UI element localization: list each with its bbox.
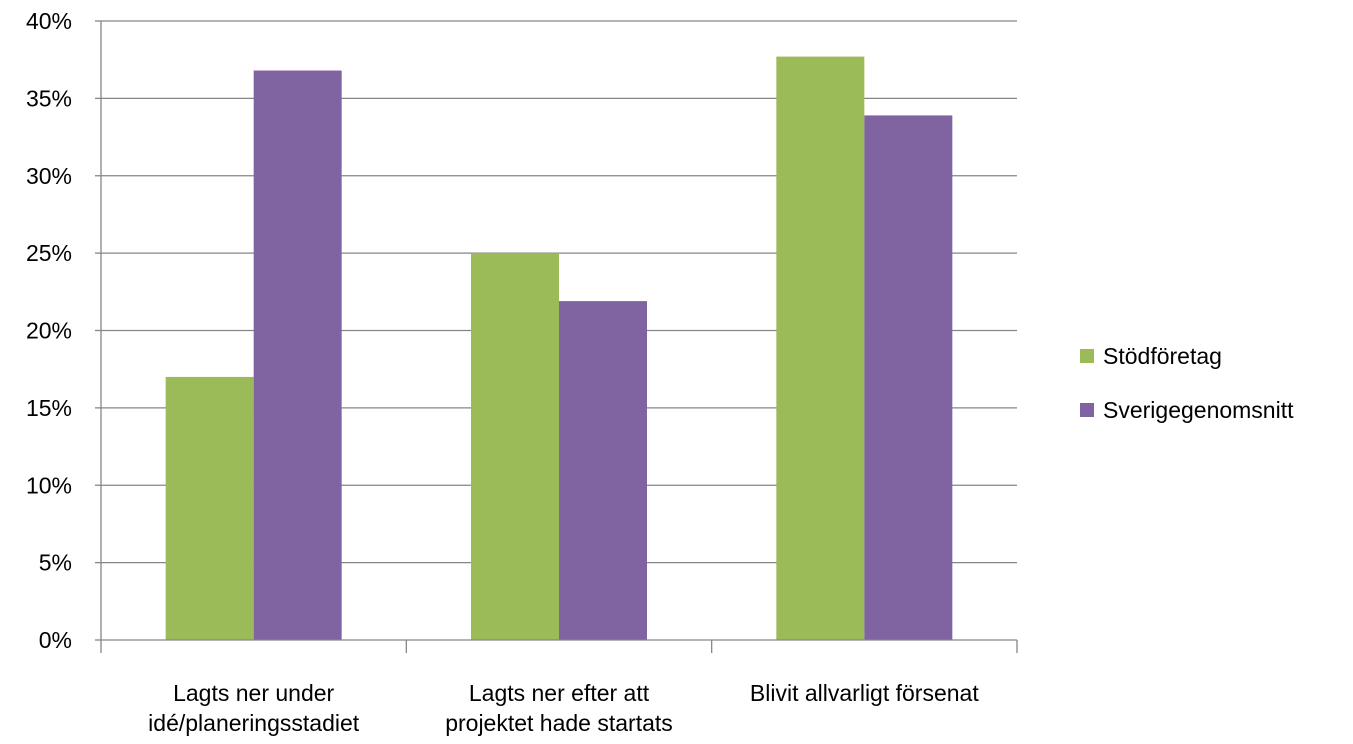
category-label: projektet hade startats bbox=[445, 710, 673, 736]
y-tick-label: 35% bbox=[26, 85, 72, 111]
bar bbox=[165, 376, 254, 640]
legend: Stödföretag Sverigegenomsnitt bbox=[1080, 343, 1294, 423]
bar bbox=[864, 115, 953, 640]
y-tick-label: 25% bbox=[26, 240, 72, 266]
axes bbox=[95, 20, 1018, 653]
legend-label: Stödföretag bbox=[1103, 343, 1222, 369]
legend-swatch bbox=[1080, 403, 1094, 417]
category-labels: Lagts ner under idé/planeringsstadiet Lagt… bbox=[148, 680, 979, 736]
bar bbox=[471, 253, 559, 640]
y-tick-label: 15% bbox=[26, 395, 72, 421]
y-tick-label: 40% bbox=[26, 8, 72, 34]
category-label: Blivit allvarligt försenat bbox=[750, 680, 979, 706]
legend-swatch bbox=[1080, 349, 1094, 363]
y-tick-label: 0% bbox=[39, 627, 72, 653]
y-tick-label: 10% bbox=[26, 472, 72, 498]
y-tick-labels: 0% 5% 10% 15% 20% 25% 30% 35% 40% bbox=[26, 8, 72, 653]
category-label: Lagts ner under bbox=[173, 680, 334, 706]
category-label: idé/planeringsstadiet bbox=[148, 710, 360, 736]
category-label: Lagts ner efter att bbox=[469, 680, 650, 706]
bar bbox=[776, 56, 865, 640]
bars bbox=[165, 56, 953, 640]
y-tick-label: 20% bbox=[26, 318, 72, 344]
bar bbox=[559, 301, 647, 640]
legend-label: Sverigegenomsnitt bbox=[1103, 397, 1294, 423]
y-tick-label: 30% bbox=[26, 163, 72, 189]
bar bbox=[253, 70, 342, 640]
y-tick-label: 5% bbox=[39, 550, 72, 576]
